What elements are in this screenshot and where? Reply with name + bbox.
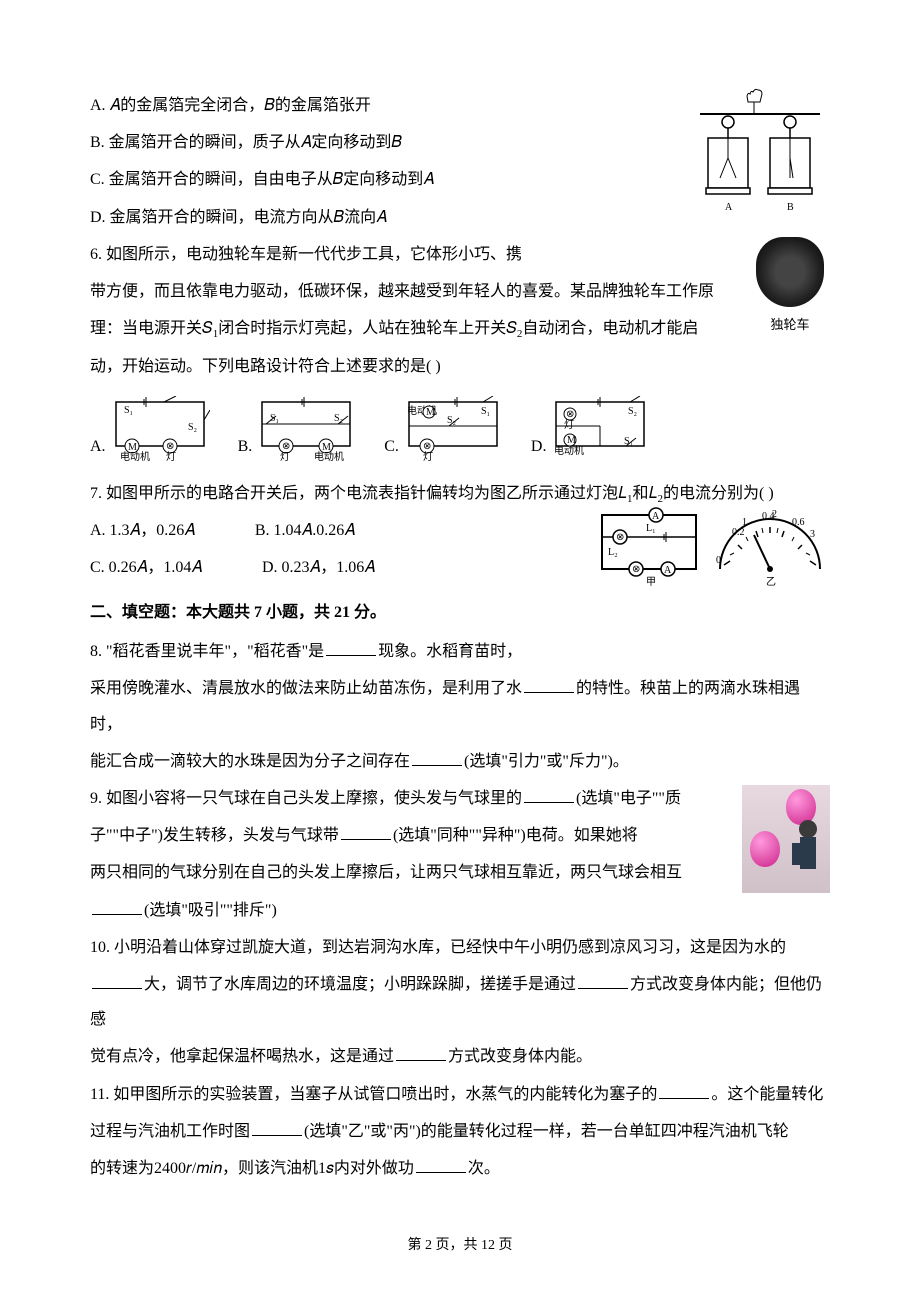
blank <box>524 675 574 693</box>
blank <box>92 897 142 915</box>
svg-text:⊗: ⊗ <box>616 532 624 543</box>
page-content: A B A. 𝐴的金属箔完全闭合，𝐵的金属箔张开 B. 金属箔开合的瞬间，质子从… <box>90 88 830 1186</box>
q11-line-3: 的转速为2400𝑟/𝑚𝑖𝑛，则该汽油机1𝑠内对外做功次。 <box>90 1151 830 1186</box>
svg-text:M: M <box>426 407 435 418</box>
blank <box>524 785 574 803</box>
q9-line-3: 两只相同的气球分别在自己的头发上摩擦后，让两只气球相互靠近，两只气球会相互 <box>90 855 830 890</box>
svg-text:1: 1 <box>742 517 747 528</box>
blank <box>92 971 142 989</box>
blank <box>326 638 376 656</box>
svg-text:M: M <box>567 435 576 446</box>
blank <box>578 971 628 989</box>
svg-text:⊗: ⊗ <box>166 441 174 452</box>
svg-text:灯: 灯 <box>166 451 176 463</box>
svg-text:灯: 灯 <box>423 451 433 463</box>
svg-text:S₂: S₂ <box>334 413 343 424</box>
q7-figure: A ⊗ L₁ L₂ ⊗ A 甲 <box>596 507 830 589</box>
q7-option-b: B. 1.04𝐴.0.26𝐴 <box>255 513 355 548</box>
svg-text:⊗: ⊗ <box>632 564 640 575</box>
q7-options-row-2: C. 0.26𝐴，1.04𝐴 D. 0.23𝐴，1.06𝐴 <box>90 550 596 585</box>
q10-line-1: 10. 小明沿着山体穿过凯旋大道，到达岩洞沟水库，已经快中午小明仍感到凉风习习，… <box>90 930 830 965</box>
svg-text:3: 3 <box>810 529 815 540</box>
q9-line-2: 子""中子")发生转移，头发与气球带(选填"同种""异种")电荷。如果她将 <box>90 818 830 853</box>
blank <box>659 1081 709 1099</box>
svg-text:A: A <box>664 565 672 576</box>
q8-line-1: 8. "稻花香里说丰年"，"稻花香"是现象。水稻育苗时， <box>90 634 830 669</box>
svg-text:电动机: 电动机 <box>554 444 584 457</box>
blank <box>412 748 462 766</box>
q7-option-d: D. 0.23𝐴，1.06𝐴 <box>262 550 375 585</box>
blank <box>341 822 391 840</box>
q6-stem-2: 带方便，而且依靠电力驱动，低碳环保，越来越受到年轻人的喜爱。某品牌独轮车工作原 <box>90 274 830 309</box>
q6-stem-4: 动，开始运动。下列电路设计符合上述要求的是( ) <box>90 349 830 384</box>
page-footer: 第 2 页，共 12 页 <box>0 1231 920 1262</box>
svg-text:乙: 乙 <box>766 576 776 588</box>
svg-text:甲: 甲 <box>646 577 656 588</box>
blank <box>396 1043 446 1061</box>
svg-text:S₂: S₂ <box>188 422 197 433</box>
section-2-heading: 二、填空题：本大题共 7 小题，共 21 分。 <box>90 595 830 630</box>
q9-line-4: (选填"吸引""排斥") <box>90 893 830 928</box>
q8-line-2: 采用傍晚灌水、清晨放水的做法来防止幼苗冻伤，是利用了水的特性。秧苗上的两滴水珠相… <box>90 671 830 741</box>
svg-text:0.6: 0.6 <box>792 517 805 528</box>
q10-line-2: 大，调节了水库周边的环境温度；小明跺跺脚，搓搓手是通过方式改变身体内能；但他仍感 <box>90 967 830 1037</box>
q7-options-row-1: A. 1.3𝐴，0.26𝐴 B. 1.04𝐴.0.26𝐴 <box>90 513 596 548</box>
svg-text:0.2: 0.2 <box>732 527 745 538</box>
svg-text:灯: 灯 <box>280 451 290 463</box>
svg-text:电动机: 电动机 <box>120 450 150 463</box>
fig-label-a: A <box>725 202 733 213</box>
svg-text:A: A <box>652 511 660 522</box>
q6-stem-1: 6. 如图所示，电动独轮车是新一代代步工具，它体形小巧、携 <box>90 237 830 272</box>
q7-stem: 7. 如图甲所示的电路合开关后，两个电流表指针偏转均为图乙所示通过灯泡𝐿1和𝐿2… <box>90 476 830 511</box>
q9-figure-balloon <box>742 785 830 893</box>
q5-figure-electroscope: A B <box>690 88 830 218</box>
unicycle-label: 独轮车 <box>770 317 809 332</box>
q6-option-b: B. S₁ S₂ ⊗ M 灯 电动机 <box>238 396 357 464</box>
q11-line-1: 11. 如甲图所示的实验装置，当塞子从试管口喷出时，水蒸气的内能转化为塞子的。这… <box>90 1077 830 1112</box>
svg-text:灯: 灯 <box>564 419 574 431</box>
q6-option-d: D. ⊗ 灯 S₂ M 电动机 S₁ <box>531 396 651 464</box>
blank <box>416 1155 466 1173</box>
svg-text:S₂: S₂ <box>628 406 637 417</box>
svg-text:S₁: S₁ <box>270 413 279 424</box>
svg-text:⊗: ⊗ <box>566 409 574 420</box>
blank <box>252 1118 302 1136</box>
svg-text:⊗: ⊗ <box>282 441 290 452</box>
q11-line-2: 过程与汽油机工作时图(选填"乙"或"丙")的能量转化过程一样，若一台单缸四冲程汽… <box>90 1114 830 1149</box>
q8-line-3: 能汇合成一滴较大的水珠是因为分子之间存在(选填"引力"或"斥力")。 <box>90 744 830 779</box>
svg-text:电动机: 电动机 <box>314 450 344 463</box>
svg-text:⊗: ⊗ <box>423 441 431 452</box>
q6-option-c: C. 电动机 M S₁ S₂ ⊗ 灯 <box>384 396 503 464</box>
svg-text:L₂: L₂ <box>608 547 618 558</box>
svg-text:0: 0 <box>716 555 721 566</box>
svg-text:S₁: S₁ <box>481 406 490 417</box>
q6-option-a: A. S₁ M ⊗ S₂ 电动机 灯 <box>90 396 210 464</box>
q6-circuit-options: A. S₁ M ⊗ S₂ 电动机 灯 B. S₁ <box>90 396 830 464</box>
fig-label-b: B <box>787 202 794 213</box>
q6-stem-3: 理：当电源开关𝑆1闭合时指示灯亮起，人站在独轮车上开关𝑆2自动闭合，电动机才能启 <box>90 311 830 346</box>
q9-line-1: 9. 如图小容将一只气球在自己头发上摩擦，使头发与气球里的(选填"电子""质 <box>90 781 830 816</box>
q10-line-3: 觉有点冷，他拿起保温杯喝热水，这是通过方式改变身体内能。 <box>90 1039 830 1074</box>
q7-option-c: C. 0.26𝐴，1.04𝐴 <box>90 550 202 585</box>
q7-option-a: A. 1.3𝐴，0.26𝐴 <box>90 513 195 548</box>
q6-figure-unicycle: 独轮车 <box>750 237 830 340</box>
svg-text:L₁: L₁ <box>646 523 656 534</box>
svg-text:S₁: S₁ <box>124 405 133 416</box>
